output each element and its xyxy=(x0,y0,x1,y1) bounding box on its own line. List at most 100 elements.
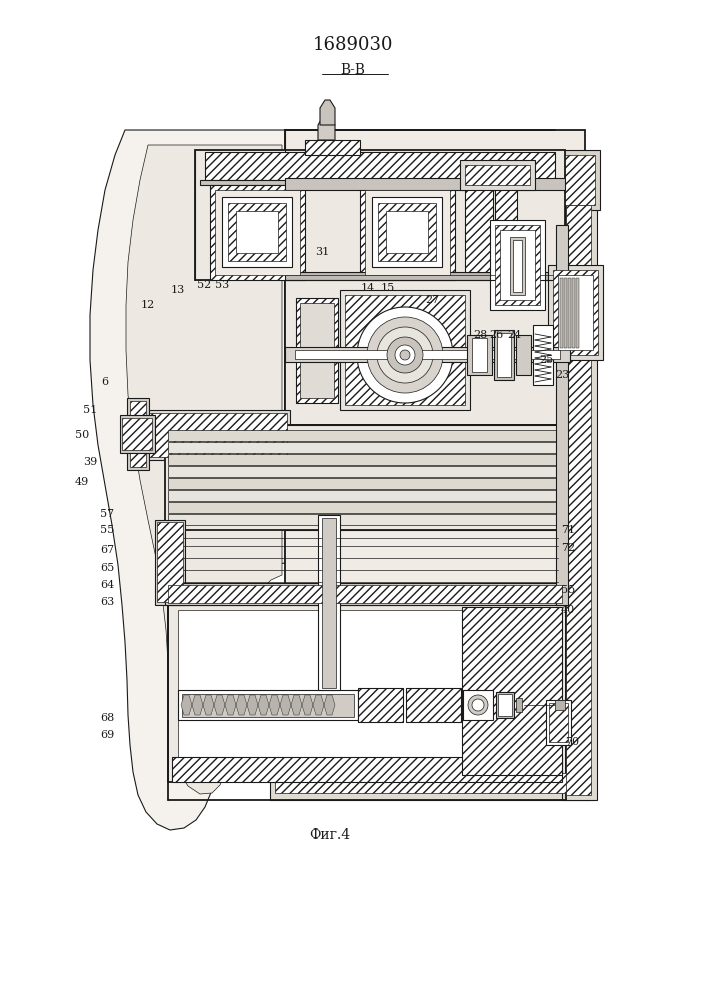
Bar xyxy=(322,518,336,688)
Circle shape xyxy=(377,327,433,383)
Bar xyxy=(358,688,403,722)
Bar xyxy=(168,442,562,453)
Text: 6: 6 xyxy=(101,377,109,387)
Circle shape xyxy=(367,317,443,393)
Circle shape xyxy=(395,345,415,365)
Bar xyxy=(566,205,591,795)
Bar xyxy=(296,298,338,403)
Bar xyxy=(465,184,493,272)
Polygon shape xyxy=(258,695,269,715)
Bar xyxy=(200,180,560,185)
Polygon shape xyxy=(214,695,225,715)
Bar xyxy=(127,398,149,470)
Text: 71: 71 xyxy=(561,525,575,535)
Bar xyxy=(533,325,553,385)
Text: 13: 13 xyxy=(171,285,185,295)
Bar xyxy=(516,698,522,712)
Text: 72: 72 xyxy=(561,543,575,553)
Bar xyxy=(496,692,514,718)
Bar xyxy=(562,200,597,800)
Bar xyxy=(145,410,290,460)
Bar xyxy=(285,275,565,425)
Bar xyxy=(168,604,566,782)
Bar xyxy=(372,197,442,267)
Polygon shape xyxy=(126,145,282,794)
Bar xyxy=(300,303,334,398)
Circle shape xyxy=(387,337,423,373)
Bar xyxy=(553,270,598,355)
Bar xyxy=(215,190,300,275)
Polygon shape xyxy=(90,130,285,830)
Bar xyxy=(165,583,565,605)
Bar xyxy=(182,694,354,717)
Bar xyxy=(460,160,535,190)
Polygon shape xyxy=(181,695,192,715)
Bar xyxy=(365,190,450,275)
Text: 63: 63 xyxy=(100,597,114,607)
Bar xyxy=(285,272,565,280)
Bar xyxy=(563,155,595,205)
Bar xyxy=(130,401,146,467)
Text: 57: 57 xyxy=(100,509,114,519)
Bar xyxy=(270,765,590,800)
Polygon shape xyxy=(302,695,313,715)
Bar xyxy=(168,502,562,513)
Bar xyxy=(558,275,593,350)
Bar xyxy=(275,773,583,793)
Text: В-В: В-В xyxy=(341,63,366,77)
Bar xyxy=(495,185,517,270)
Bar xyxy=(168,454,562,465)
Polygon shape xyxy=(280,695,291,715)
Bar xyxy=(555,700,565,710)
Bar xyxy=(490,220,545,310)
Bar xyxy=(178,610,466,775)
Bar xyxy=(572,278,575,348)
Text: 28: 28 xyxy=(473,330,487,340)
Bar xyxy=(155,520,185,605)
Polygon shape xyxy=(320,100,335,125)
Polygon shape xyxy=(291,695,302,715)
Text: 12: 12 xyxy=(141,300,155,310)
Bar xyxy=(340,290,470,410)
Bar xyxy=(463,690,493,720)
Text: 64: 64 xyxy=(100,580,114,590)
Bar xyxy=(564,278,567,348)
Circle shape xyxy=(400,350,410,360)
Polygon shape xyxy=(236,695,247,715)
Polygon shape xyxy=(247,695,258,715)
Bar xyxy=(165,425,565,530)
Text: 26: 26 xyxy=(489,330,503,340)
Text: 27: 27 xyxy=(425,295,439,305)
Text: 15: 15 xyxy=(381,283,395,293)
Polygon shape xyxy=(192,695,203,715)
Circle shape xyxy=(468,695,488,715)
Text: 39: 39 xyxy=(83,457,97,467)
Text: 14: 14 xyxy=(361,283,375,293)
Bar xyxy=(285,347,570,362)
Bar xyxy=(510,237,525,295)
Bar xyxy=(285,130,585,800)
Bar xyxy=(406,688,461,722)
Polygon shape xyxy=(318,118,335,140)
Text: 51: 51 xyxy=(83,405,97,415)
Bar xyxy=(497,333,511,377)
Bar xyxy=(122,418,152,450)
Bar xyxy=(472,338,487,372)
Bar xyxy=(546,700,571,745)
Text: 50: 50 xyxy=(75,430,89,440)
Text: 68: 68 xyxy=(100,713,114,723)
Bar xyxy=(205,152,555,180)
Bar xyxy=(549,703,568,742)
Bar xyxy=(305,140,360,155)
Text: 65: 65 xyxy=(100,563,114,573)
Bar xyxy=(228,203,286,261)
Bar xyxy=(556,225,568,605)
Text: 55: 55 xyxy=(561,585,575,595)
Circle shape xyxy=(357,307,453,403)
Bar xyxy=(318,515,340,690)
Bar xyxy=(236,211,278,253)
Bar xyxy=(576,278,579,348)
Text: 23: 23 xyxy=(555,370,569,380)
Bar xyxy=(548,265,603,360)
Polygon shape xyxy=(313,695,324,715)
